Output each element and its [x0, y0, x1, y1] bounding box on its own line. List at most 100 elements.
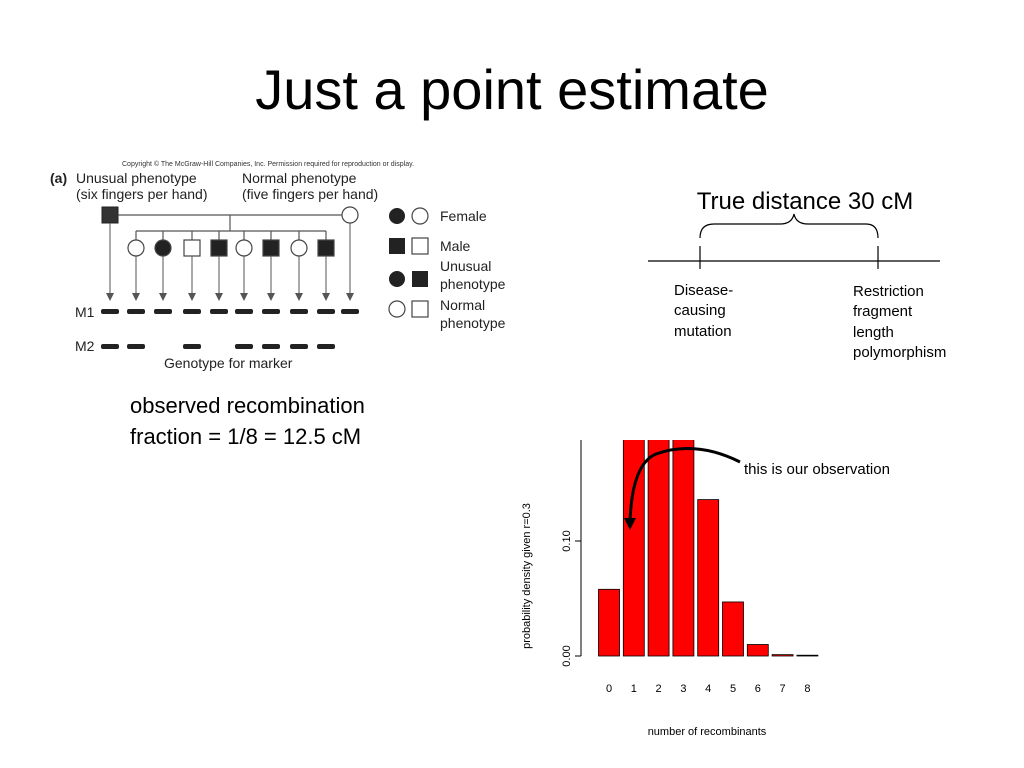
- m2-band: [101, 344, 119, 349]
- x-tick-labels: 0 1 2 3 4 5 6 7 8: [606, 683, 811, 695]
- bar-2: [647, 440, 670, 657]
- offspring-arrowhead: [295, 293, 303, 301]
- right-parent-label-2: (five fingers per hand): [242, 186, 378, 202]
- bar-6: [746, 644, 769, 657]
- copyright-notice: Copyright © The McGraw-Hill Companies, I…: [122, 160, 414, 168]
- observation-line-1: observed recombination: [130, 393, 365, 418]
- m2-band: [290, 344, 308, 349]
- affected-son-symbol: [317, 239, 335, 257]
- legend-male-filled-icon: [389, 238, 405, 254]
- m2-marker-bands: [101, 344, 335, 349]
- affected-daughter-symbol: [154, 239, 172, 257]
- left-parent-label-1: Unusual phenotype: [76, 170, 197, 186]
- m1-band: [317, 309, 335, 314]
- offspring-arrowhead: [215, 293, 223, 301]
- observation-annotation: this is our observation: [744, 461, 890, 478]
- disease-mutation-label: Disease- causing mutation: [674, 282, 737, 340]
- x-tick-label: 8: [804, 683, 810, 695]
- x-tick-label: 7: [780, 683, 786, 695]
- bar-1: [622, 440, 645, 657]
- annotation-arrowhead: [624, 518, 636, 530]
- bar-4: [697, 499, 720, 657]
- bar-series: [598, 440, 819, 657]
- rflp-label: Restriction fragment length polymorphism: [853, 283, 946, 361]
- legend-normal-circle-icon: [388, 300, 406, 318]
- x-tick-label: 5: [730, 683, 736, 695]
- m2-band: [317, 344, 335, 349]
- mother-arrowhead: [346, 293, 354, 301]
- y-tick-label: 0.10: [561, 530, 573, 551]
- x-tick-label: 6: [755, 683, 761, 695]
- m1-band: [210, 309, 228, 314]
- bar-3: [672, 440, 695, 657]
- legend-unusual-circle-icon: [389, 271, 405, 287]
- legend-male-label: Male: [440, 238, 471, 254]
- legend-unusual-label-1: Unusual: [440, 258, 491, 274]
- offspring-arrowhead: [188, 293, 196, 301]
- bar-5: [722, 601, 744, 657]
- normal-daughter-symbol: [127, 239, 145, 257]
- offspring-arrowhead: [159, 293, 167, 301]
- m1-band: [101, 309, 119, 314]
- m1-band: [183, 309, 201, 314]
- m1-band: [154, 309, 172, 314]
- legend-female-filled-icon: [389, 208, 405, 224]
- distance-diagram: True distance 30 cM Disease- causing mut…: [648, 188, 946, 361]
- genotype-label: Genotype for marker: [164, 355, 293, 371]
- legend-female-open-icon: [411, 207, 429, 225]
- m1-band: [290, 309, 308, 314]
- m1-band: [235, 309, 253, 314]
- y-axis: 0.000.100.20: [561, 440, 582, 667]
- x-tick-label: 4: [705, 683, 711, 695]
- offspring-row: [127, 231, 335, 301]
- affected-son-symbol: [210, 239, 228, 257]
- legend-unusual-label-2: phenotype: [440, 276, 506, 292]
- bar-7: [771, 654, 794, 657]
- m2-label: M2: [75, 338, 95, 354]
- left-parent-label-2: (six fingers per hand): [76, 186, 208, 202]
- m1-label: M1: [75, 304, 95, 320]
- normal-daughter-symbol: [290, 239, 308, 257]
- m2-band: [127, 344, 145, 349]
- pedigree-figure: Copyright © The McGraw-Hill Companies, I…: [50, 160, 506, 371]
- x-tick-label: 2: [656, 683, 662, 695]
- observed-recombination-text: observed recombination fraction = 1/8 = …: [130, 390, 365, 452]
- normal-daughter-symbol: [235, 239, 253, 257]
- bar-0: [598, 588, 620, 657]
- father-arrowhead: [106, 293, 114, 301]
- legend-unusual-square-icon: [412, 271, 428, 287]
- mother-normal-symbol: [341, 206, 359, 224]
- x-tick-label: 3: [680, 683, 686, 695]
- m2-band: [235, 344, 253, 349]
- x-tick-label: 0: [606, 683, 612, 695]
- panel-label: (a): [50, 170, 67, 186]
- m1-band: [127, 309, 145, 314]
- offspring-arrowhead: [267, 293, 275, 301]
- legend-normal-label-2: phenotype: [440, 315, 506, 331]
- observation-line-2: fraction = 1/8 = 12.5 cM: [130, 424, 362, 449]
- distance-title: True distance 30 cM: [697, 188, 914, 215]
- y-axis-label: probability density given r=0.3: [521, 503, 533, 649]
- slide-title: Just a point estimate: [255, 58, 769, 121]
- m1-band: [341, 309, 359, 314]
- affected-son-symbol: [262, 239, 280, 257]
- legend-male-open-icon: [411, 237, 429, 255]
- offspring-arrowhead: [240, 293, 248, 301]
- distance-brace: [699, 213, 879, 239]
- legend-female-label: Female: [440, 208, 487, 224]
- bar-8: [796, 654, 819, 657]
- x-axis-label: number of recombinants: [648, 726, 767, 738]
- m2-band: [262, 344, 280, 349]
- x-tick-label: 1: [631, 683, 637, 695]
- m1-marker-bands: [101, 309, 359, 314]
- m1-band: [262, 309, 280, 314]
- legend-normal-square-icon: [411, 300, 429, 318]
- annotation-arrow: [628, 447, 741, 523]
- offspring-arrowhead: [132, 293, 140, 301]
- y-tick-label: 0.00: [561, 645, 573, 666]
- right-parent-label-1: Normal phenotype: [242, 170, 357, 186]
- normal-son-symbol: [183, 239, 201, 257]
- father-affected-symbol: [101, 206, 119, 224]
- offspring-arrowhead: [322, 293, 330, 301]
